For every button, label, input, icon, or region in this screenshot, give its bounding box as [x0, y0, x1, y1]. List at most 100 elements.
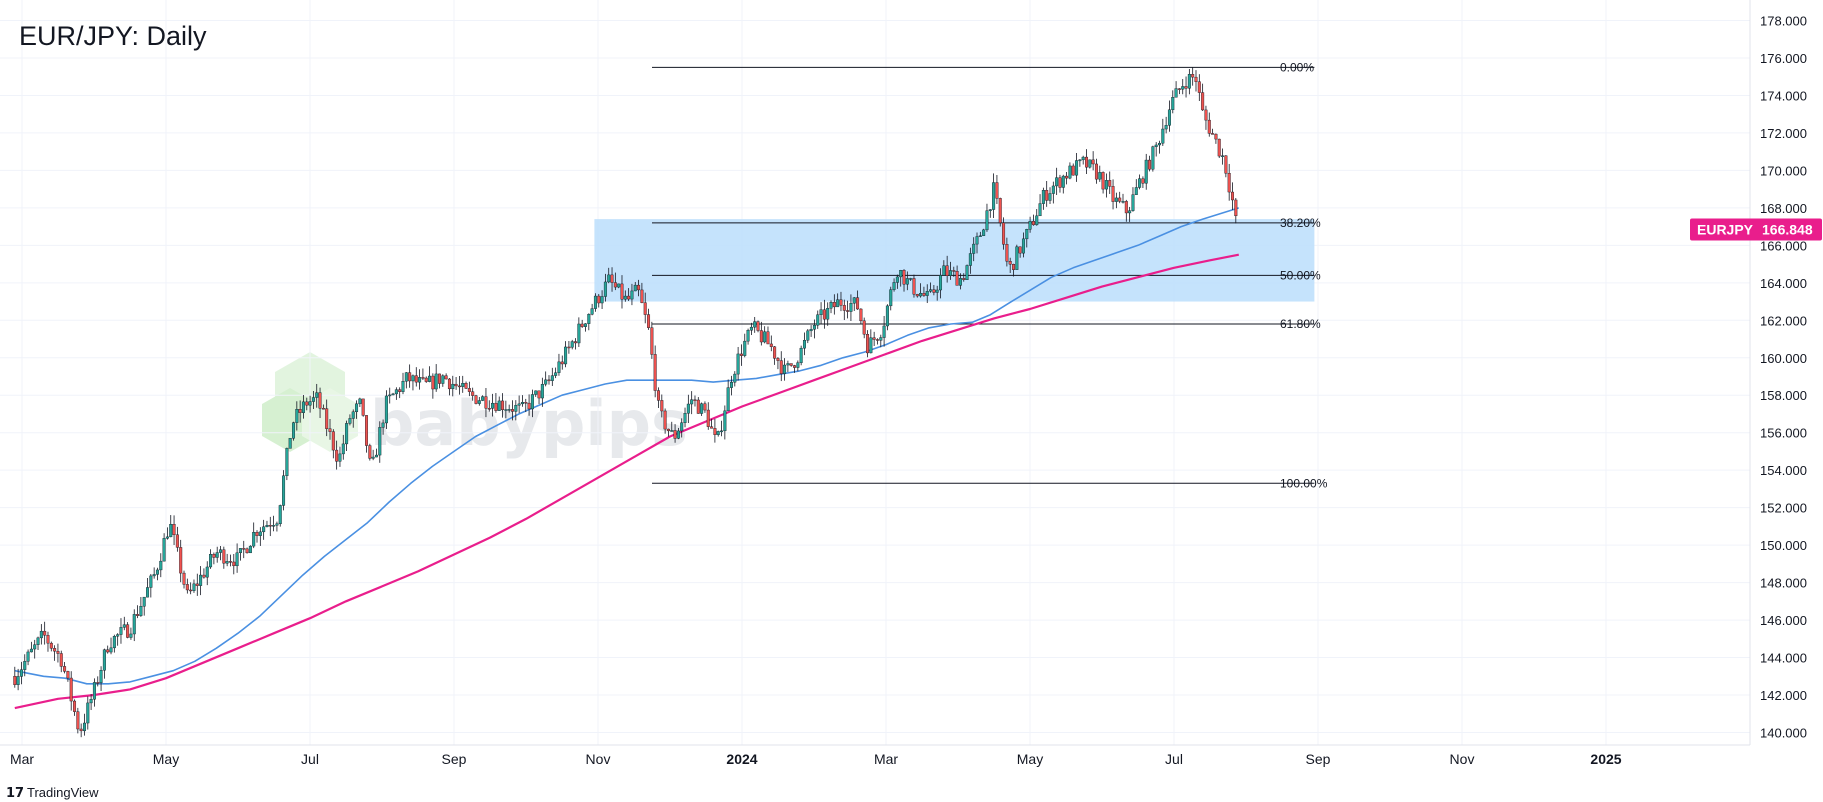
candle-body [89, 699, 93, 704]
candle-body [411, 375, 415, 382]
time-tick-label: Sep [1306, 751, 1331, 767]
candle-body [554, 372, 558, 376]
candle-body [36, 637, 40, 645]
candle-body [315, 392, 319, 398]
last-price-badge: EURJPY 166.848 [1690, 218, 1822, 241]
candle-body [232, 561, 236, 567]
candle-body [786, 363, 790, 366]
candle-body [799, 347, 803, 363]
candle-body [1161, 128, 1165, 144]
candle-body [603, 281, 607, 297]
candle-body [517, 403, 521, 406]
tradingview-logo: 17 TradingView [6, 785, 99, 801]
candle-body [404, 372, 408, 382]
price-axis[interactable]: 140.000 142.000 144.000 146.000 148.000 150.0… [1760, 14, 1807, 741]
candle-body [816, 314, 820, 326]
moving-averages [14, 207, 1240, 710]
candle-body [361, 398, 365, 416]
candle-body [106, 649, 110, 653]
candle-body [59, 653, 63, 667]
candle-body [341, 443, 345, 455]
candle-body [1174, 88, 1178, 98]
candle-body [998, 198, 1002, 224]
candle-body [620, 283, 624, 300]
candle-body [630, 290, 634, 300]
candle-body [623, 295, 627, 300]
candle-body [457, 385, 461, 388]
candle-body [1184, 86, 1188, 89]
candle-body [593, 295, 597, 309]
candle-body [335, 449, 339, 462]
candle-body [292, 422, 296, 439]
candle-body [812, 325, 816, 330]
candle-body [879, 337, 883, 341]
candle-body [1041, 190, 1045, 204]
candle-body [1038, 203, 1042, 217]
candle-body [866, 334, 870, 354]
candle-body [550, 375, 554, 381]
candle-body [66, 671, 70, 679]
candle-body [29, 648, 33, 653]
candle-body [305, 401, 309, 406]
candle-body [238, 548, 242, 554]
candle-body [895, 276, 899, 283]
candle-body [1167, 109, 1171, 126]
candle-body [225, 561, 229, 564]
candle-body [733, 373, 737, 383]
candle-body [932, 289, 936, 293]
candle-body [16, 676, 20, 685]
candle-body [1098, 172, 1102, 180]
price-tick-label: 176.000 [1760, 51, 1807, 66]
candle-body [872, 337, 876, 340]
candle-body [779, 360, 783, 374]
candle-body [530, 394, 534, 410]
candle-body [567, 346, 571, 349]
candle-body [716, 431, 720, 435]
candle-body [627, 295, 631, 300]
candle-body [1028, 221, 1032, 230]
time-tick-label: Nov [586, 751, 611, 767]
candle-body [491, 402, 495, 409]
fib-level-label: 61.80% [1280, 317, 1321, 331]
candle-body [268, 525, 272, 527]
candle-body [318, 392, 322, 409]
time-axis[interactable]: Mar May Jul Sep Nov 2024 Mar May Jul Sep Nov 2025 [10, 751, 1622, 767]
candle-body [1138, 178, 1142, 188]
candle-body [557, 361, 561, 373]
price-tick-label: 164.000 [1760, 276, 1807, 291]
candle-body [1124, 201, 1128, 214]
candle-body [325, 408, 329, 429]
candle-body [922, 293, 926, 296]
candle-body [431, 375, 435, 390]
tradingview-logo-text: TradingView [27, 785, 99, 800]
candle-body [371, 456, 375, 459]
candle-body [656, 390, 660, 401]
candle-body [441, 375, 445, 384]
candle-body [26, 651, 30, 662]
candle-body [723, 410, 727, 432]
candle-body [1217, 138, 1221, 157]
candle-body [1018, 246, 1022, 254]
candle-body [1207, 119, 1211, 134]
candle-body [285, 448, 289, 477]
candle-body [212, 554, 216, 558]
candle-body [414, 375, 418, 383]
candle-body [776, 358, 780, 361]
candle-body [952, 270, 956, 272]
candle-body [394, 389, 398, 395]
candle-body [116, 634, 120, 637]
candle-body [912, 278, 916, 295]
price-tick-label: 154.000 [1760, 463, 1807, 478]
time-tick-label: Nov [1450, 751, 1475, 767]
candle-body [763, 331, 767, 343]
candle-body [401, 381, 405, 392]
candle-body [192, 583, 196, 591]
candle-body [759, 330, 763, 343]
candle-body [978, 235, 982, 237]
candle-body [1058, 177, 1062, 188]
candle-body [975, 236, 979, 245]
candle-body [909, 278, 913, 280]
candle-body [421, 377, 425, 379]
candle-body [802, 340, 806, 349]
